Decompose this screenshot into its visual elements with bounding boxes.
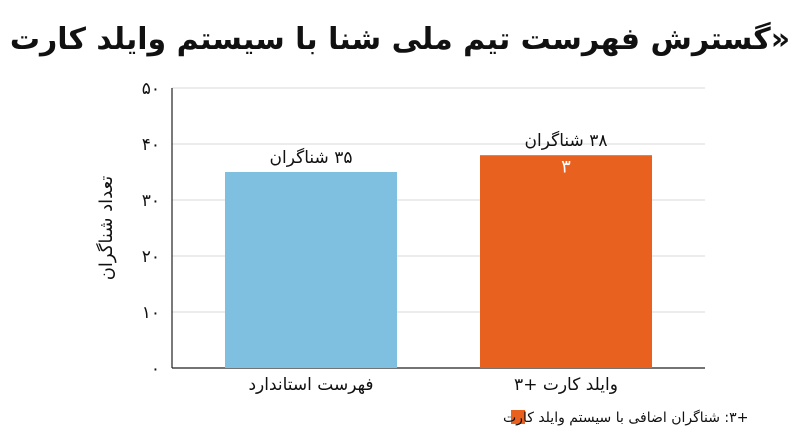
category-label-wildcard: وایلد کارت +۳ bbox=[514, 375, 618, 395]
data-label-wildcard: ۳۸ شناگران bbox=[525, 130, 608, 151]
y-axis-label: تعداد شناگران bbox=[95, 176, 117, 281]
bar-standard bbox=[225, 172, 397, 368]
y-tick-label-40: ۴۰ bbox=[142, 135, 160, 155]
stack-addition-label: ۳ bbox=[561, 157, 571, 178]
y-tick-label-30: ۳۰ bbox=[142, 191, 160, 211]
chart-title: «گسترش فهرست تیم ملی شنا با سیستم وایلد … bbox=[9, 22, 791, 57]
bar-wildcard bbox=[480, 155, 652, 368]
y-tick-label-0: ۰ bbox=[151, 359, 160, 379]
data-label-standard: ۳۵ شناگران bbox=[270, 147, 353, 168]
legend-label: +۳: شناگران اضافی با سیستم وایلد کارت bbox=[503, 409, 748, 426]
y-tick-label-20: ۲۰ bbox=[142, 247, 160, 267]
y-tick-label-10: ۱۰ bbox=[142, 303, 160, 323]
category-label-standard: فهرست استاندارد bbox=[248, 375, 373, 395]
legend-swatch bbox=[511, 410, 525, 424]
y-tick-label-50: ۵۰ bbox=[142, 79, 160, 99]
